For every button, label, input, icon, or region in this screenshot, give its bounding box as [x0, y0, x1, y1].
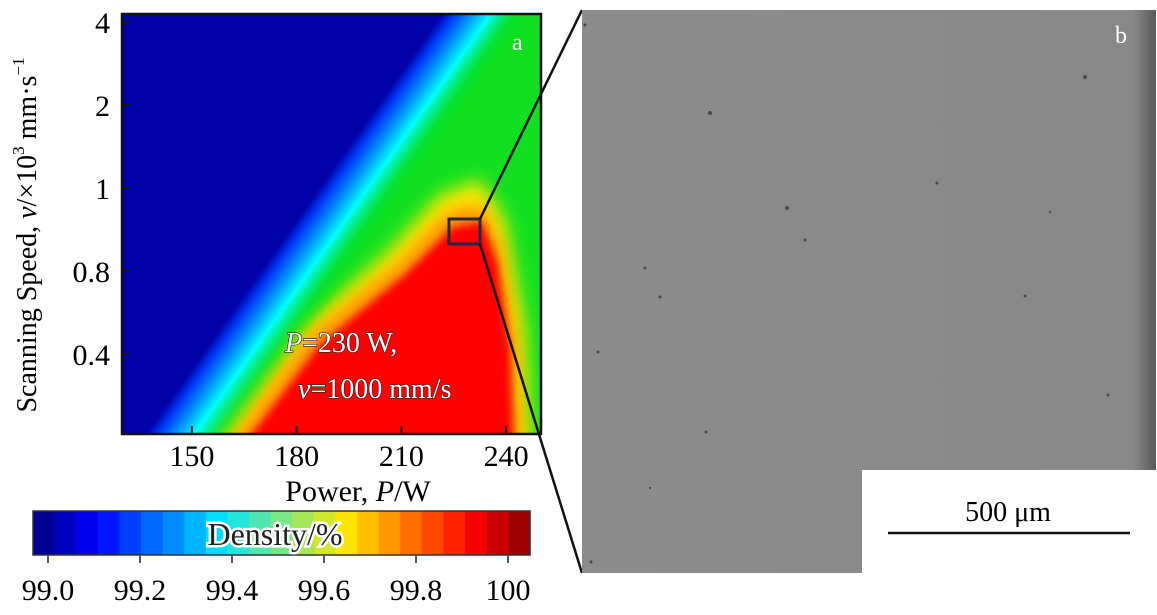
y-axis: 4 2 1 0.8 0.4 [73, 7, 130, 372]
zoom-line-top [478, 9, 584, 220]
colorbar-segment [313, 511, 337, 555]
x-tick-label: 240 [484, 440, 529, 473]
colorbar-tick-label: 100 [486, 574, 531, 607]
panel-label-a: a [512, 30, 523, 56]
y-tick-label: 0.4 [73, 339, 111, 372]
x-axis-label: Power, P/W [285, 475, 431, 508]
blue-region-gradient [122, 14, 541, 434]
y-tick-label: 1 [95, 173, 110, 206]
svg-text:P=230 W,: P=230 W, [284, 328, 397, 359]
colorbar-ticks: 99.0 99.2 99.4 99.6 99.8 100 [22, 555, 531, 607]
x-tick-label: 150 [169, 440, 214, 473]
colorbar-tick-label: 99.0 [22, 574, 75, 607]
x-tick-label: 180 [274, 440, 319, 473]
micrograph: b 500 μm [582, 10, 1156, 573]
colorbar-segment [54, 511, 77, 555]
colorbar-segment [227, 511, 250, 555]
zoom-line-bottom [478, 243, 584, 574]
colorbar-segment [465, 511, 488, 555]
panel-label-b: b [1115, 23, 1127, 49]
pore-specks [583, 23, 1110, 564]
colorbar-segment [508, 511, 531, 555]
colorbar-segment [97, 511, 121, 555]
colorbar-segment [357, 511, 380, 555]
colorbar-segment [292, 511, 315, 555]
colorbar-segment [378, 511, 401, 555]
plot-frame [120, 12, 543, 436]
colorbar-segment [184, 511, 207, 555]
colorbar-segment [33, 511, 56, 555]
colorbar-tick-label: 99.4 [206, 574, 259, 607]
colorbar-tick-label: 99.8 [390, 574, 443, 607]
y-tick-label: 4 [95, 7, 110, 40]
colorbar-segment [335, 511, 358, 555]
colorbar [33, 511, 531, 555]
colorbar-segment [205, 511, 229, 555]
colorbar-segment [270, 511, 293, 555]
colorbar-title: Density/% [207, 516, 342, 552]
scale-bar-label: 500 μm [965, 497, 1051, 528]
colorbar-tick-label: 99.2 [114, 574, 167, 607]
colorbar-segment [119, 511, 142, 555]
colorbar-segment [400, 511, 423, 555]
colorbar-segment [76, 511, 99, 555]
colorbar-segment [249, 511, 272, 555]
y-axis-label: Scanning Speed, v/×103 mm·s−1 [9, 57, 43, 412]
x-tick-label: 210 [379, 440, 424, 473]
colorbar-tick-label: 99.6 [298, 574, 351, 607]
y-tick-label: 2 [95, 90, 110, 123]
colorbar-segment [141, 511, 164, 555]
annotation: P=230 W, v=1000 mm/s [283, 327, 452, 405]
density-map [122, 14, 541, 434]
colorbar-segment [443, 511, 466, 555]
y-tick-label: 0.8 [73, 256, 111, 289]
highlight-box [447, 217, 482, 246]
colorbar-segment [162, 511, 185, 555]
x-axis: 150 180 210 240 [169, 426, 529, 473]
colorbar-segment [421, 511, 445, 555]
colorbar-segment [486, 511, 509, 555]
svg-text:v=1000 mm/s: v=1000 mm/s [298, 374, 451, 405]
scale-bar-box [862, 470, 1156, 573]
colorbar-frame [32, 510, 531, 556]
